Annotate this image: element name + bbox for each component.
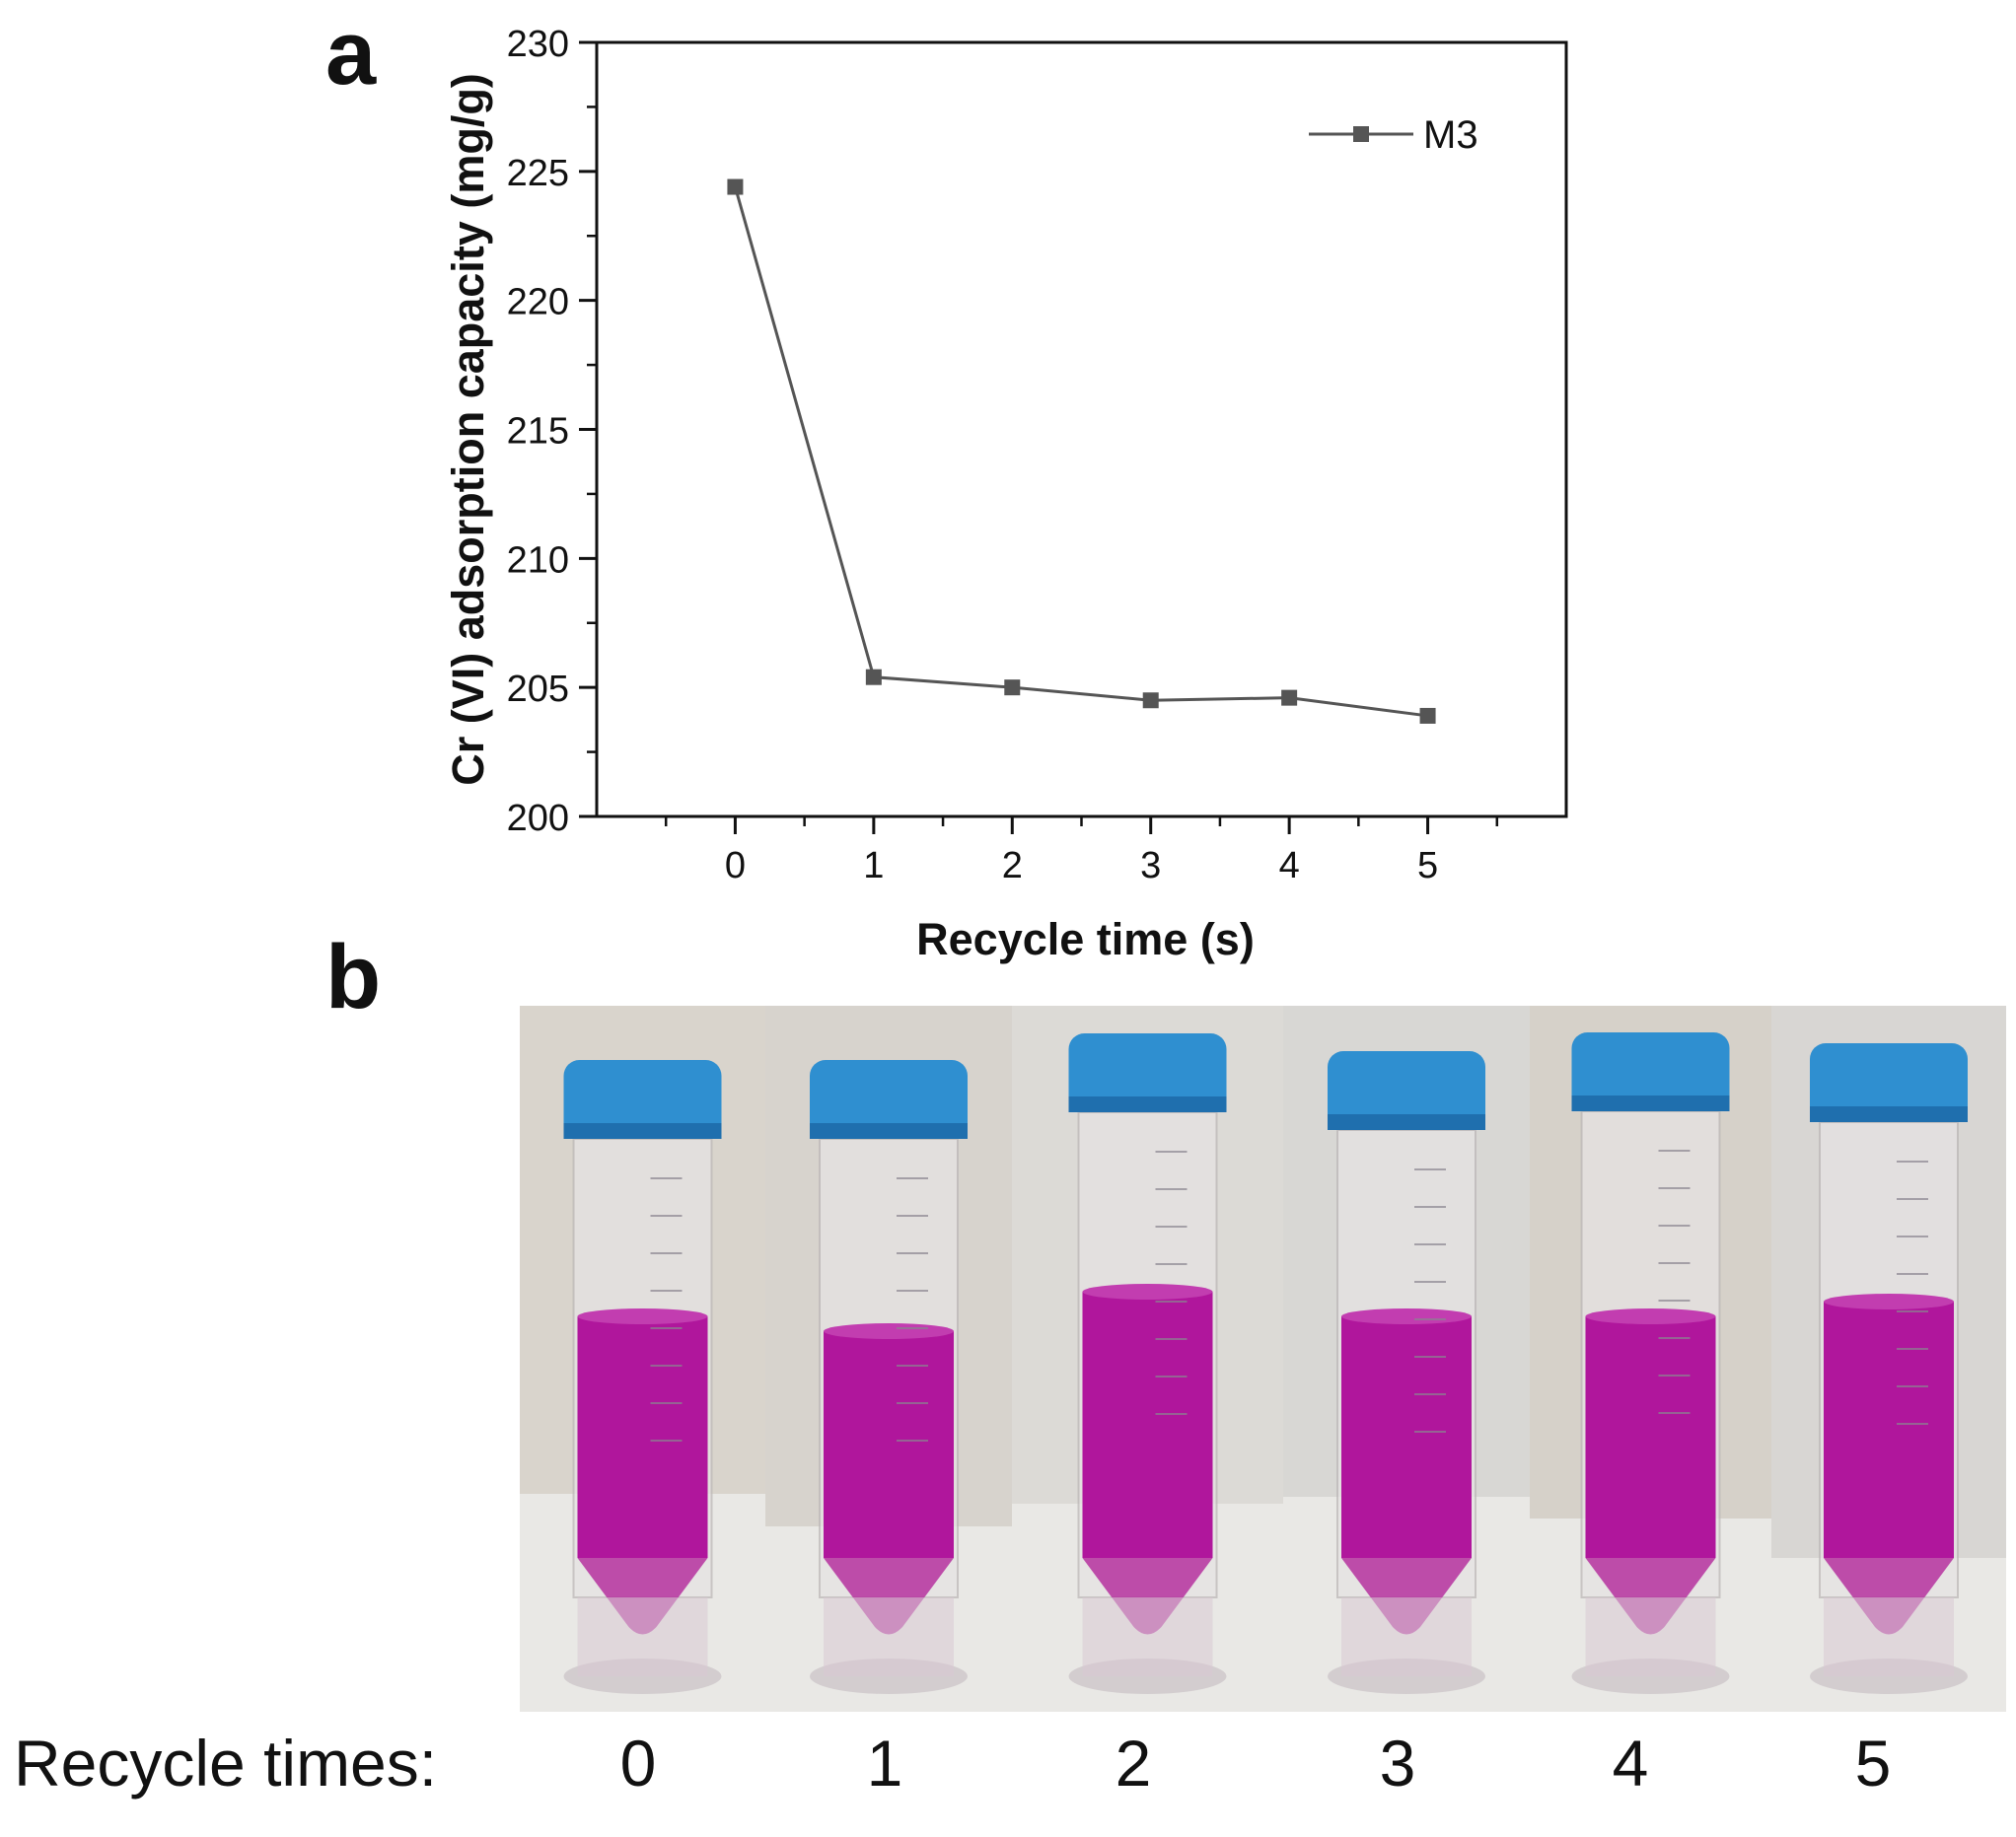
x-axis-label: Recycle time (s) [916,914,1255,964]
recycle-label-5: 5 [1854,1727,1892,1800]
x-tick-label-5: 5 [1417,845,1438,886]
recycle-label-1: 1 [866,1727,903,1800]
recycle-label-0: 0 [619,1727,657,1800]
y-tick-label-220: 220 [507,282,569,323]
data-point-4 [1281,689,1298,706]
x-tick-label-1: 1 [863,845,884,886]
recycle-label-4: 4 [1612,1727,1649,1800]
data-point-2 [1004,679,1021,696]
data-point-0 [727,178,744,195]
recycle-label-3: 3 [1379,1727,1416,1800]
y-tick-label-230: 230 [507,24,569,65]
plot-frame [595,40,1568,818]
x-tick-label-4: 4 [1279,845,1300,886]
legend-label: M3 [1423,113,1478,157]
y-tick-label-210: 210 [507,539,569,581]
tube-photo-strip [520,1006,2006,1712]
y-tick-label-215: 215 [507,411,569,453]
tube-photo-3 [1283,1006,1530,1712]
x-tick-label-2: 2 [1002,845,1023,886]
tube-photo-4 [1530,1006,1771,1712]
y-tick-label-200: 200 [507,798,569,839]
legend-marker [1353,126,1369,142]
panel-label-b: b [325,927,382,1027]
data-point-3 [1142,692,1159,709]
panel-label-a: a [325,3,377,104]
y-tick-label-225: 225 [507,153,569,194]
tube-photo-2 [1012,1006,1283,1712]
x-tick-label-0: 0 [725,845,746,886]
data-point-1 [865,669,882,685]
recycle-label-2: 2 [1115,1727,1152,1800]
data-point-5 [1419,707,1436,724]
series-line-0 [733,186,1428,718]
y-axis-label: Cr (VI) adsorption capacity (mg/g) [443,73,493,786]
recycle-times-caption: Recycle times: [14,1727,438,1800]
y-tick-label-205: 205 [507,669,569,710]
tube-photo-0 [520,1006,765,1712]
line-chart: 200 205 210 215 220 225 230 0 1 2 3 4 5 Recycle time … [443,24,1568,964]
x-tick-label-3: 3 [1140,845,1161,886]
tube-photo-1 [765,1006,1012,1712]
tube-photo-5 [1771,1006,2006,1712]
